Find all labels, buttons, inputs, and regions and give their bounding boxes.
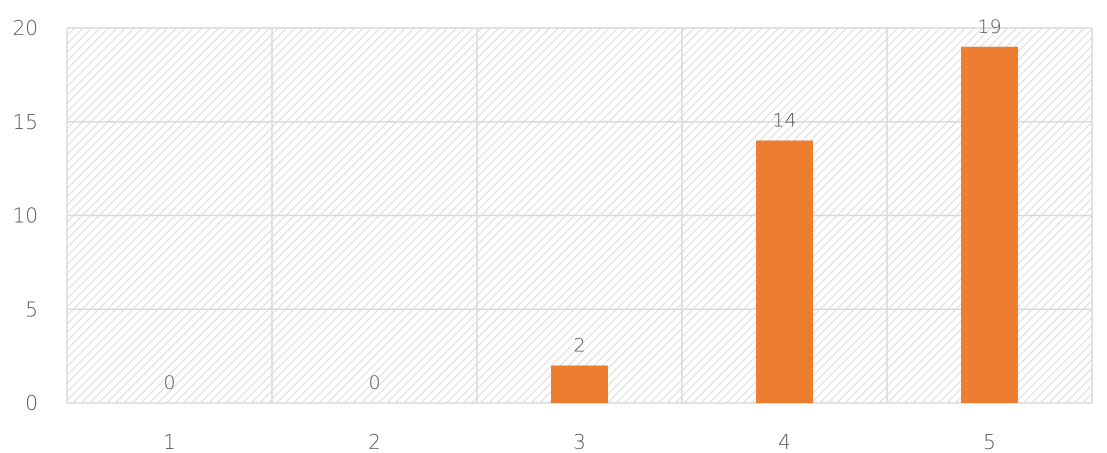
grid-layer <box>66 27 1093 404</box>
x-tick-label: 3 <box>573 430 586 453</box>
y-tick-label: 5 <box>25 297 38 321</box>
y-tick-label: 10 <box>13 204 38 228</box>
x-tick-label: 2 <box>368 430 381 453</box>
bar <box>551 365 608 403</box>
bar <box>756 140 813 403</box>
y-tick-label: 15 <box>13 110 38 134</box>
x-tick-label: 1 <box>163 430 176 453</box>
bar-series <box>551 46 1018 403</box>
data-label: 19 <box>977 16 1001 38</box>
y-tick-label: 20 <box>13 16 38 40</box>
data-label: 14 <box>772 110 796 132</box>
x-tick-label: 5 <box>983 430 996 453</box>
y-tick-label: 0 <box>25 391 38 415</box>
x-axis: 1 2 3 4 5 <box>163 430 996 453</box>
y-axis: 0 5 10 15 20 <box>13 16 38 415</box>
x-tick-label: 4 <box>778 430 791 453</box>
data-label: 0 <box>163 372 175 394</box>
bar <box>961 46 1018 403</box>
data-labels: 0 0 2 14 19 <box>163 16 1001 394</box>
data-label: 2 <box>573 335 585 357</box>
data-label: 0 <box>368 372 380 394</box>
